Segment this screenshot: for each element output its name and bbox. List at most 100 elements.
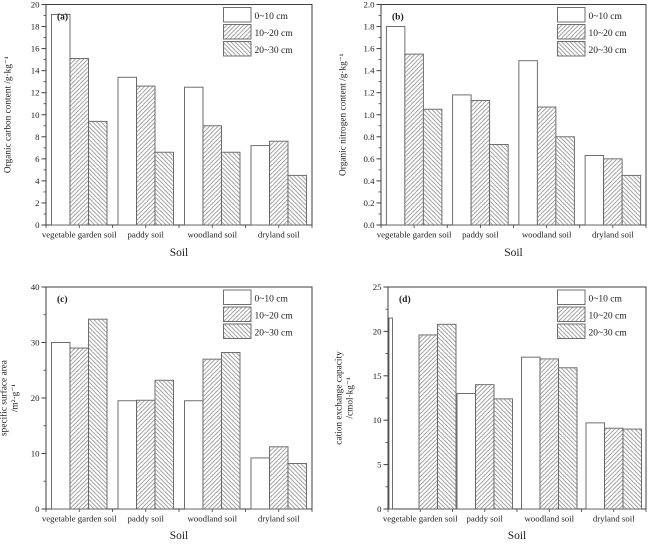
category-label: paddy soil — [128, 230, 165, 240]
category-label: paddy soil — [467, 514, 504, 524]
y-axis-tick-label: 10 — [373, 415, 382, 425]
bar-hatch — [70, 59, 88, 225]
category-label: woodland soil — [187, 514, 237, 524]
bar-hatch — [490, 145, 508, 225]
y-axis-tick-label: 6 — [35, 154, 40, 164]
panel-a-organic-carbon-chart: 0 2 4 6 8 10 12 14 16 18 20 vegetable garden soil pa… — [4, 0, 313, 259]
y-axis-tick-label: 16 — [31, 44, 40, 54]
bar-hatch — [540, 359, 558, 509]
legend-label: 0~10 cm — [255, 12, 289, 22]
y-axis-tick-label: 0.4 — [364, 176, 376, 186]
panel-b-organic-nitrogen-chart: 0.0 0.2 0.4 0.6 0.8 1.0 1.2 1.4 1.6 1.8 2.0 vegetab… — [339, 0, 647, 259]
panel-letter: (b) — [392, 12, 404, 23]
y-axis-tick-label: 5 — [377, 460, 382, 470]
category-label: vegetable garden soil — [42, 514, 117, 524]
bar-hatch — [137, 400, 155, 509]
panel-letter: (d) — [399, 294, 411, 305]
y-axis-tick-label: 12 — [31, 88, 40, 98]
y-axis-tick-label: 8 — [35, 132, 40, 142]
bar — [184, 86, 204, 226]
bar — [117, 76, 137, 226]
bar — [117, 400, 137, 510]
y-axis-title: Organic carbon content /g·kg⁻¹ — [4, 56, 14, 173]
category-label: woodland soil — [522, 230, 572, 240]
bar-hatch — [559, 368, 577, 509]
legend-label: 0~10 cm — [589, 295, 623, 305]
y-axis-tick-label: 10 — [31, 110, 40, 120]
y-axis-tick-label: 1.8 — [364, 22, 376, 32]
y-axis-tick-label: 1.6 — [364, 44, 376, 54]
bar-hatch — [476, 385, 494, 509]
bar-hatch — [203, 359, 221, 509]
bar-hatch — [155, 152, 173, 225]
y-axis-tick-label: 25 — [373, 282, 382, 292]
y-axis-tick-label: 1.0 — [364, 110, 376, 120]
bar-hatch — [270, 141, 288, 225]
panel-letter: (c) — [57, 294, 68, 305]
bar-hatch — [605, 428, 623, 509]
legend-swatch-hatch — [224, 324, 251, 338]
category-label: woodland soil — [187, 230, 237, 240]
y-axis-title: /cmol·kg⁻¹ — [346, 377, 356, 418]
bar-hatch — [438, 324, 456, 509]
legend-swatch — [557, 7, 586, 23]
bar-hatch — [622, 175, 641, 225]
category-label: dryland soil — [593, 514, 635, 524]
category-label: woodland soil — [524, 514, 574, 524]
legend-swatch-hatch — [558, 307, 585, 321]
y-axis-tick-label: 20 — [31, 393, 40, 403]
bar-hatch — [70, 348, 88, 509]
legend-swatch — [223, 289, 252, 305]
y-axis-tick-label: 0 — [377, 504, 382, 514]
bar — [388, 317, 393, 510]
y-axis-tick-label: 30 — [31, 338, 40, 348]
legend-label: 20~30 cm — [589, 46, 628, 56]
bar-hatch — [604, 159, 622, 225]
category-label: dryland soil — [258, 514, 300, 524]
bar — [51, 342, 71, 510]
y-axis-title: Organic nitrogen content /g·kg⁻¹ — [339, 53, 349, 176]
y-axis-title: /m²·g⁻¹ — [11, 384, 21, 412]
bar-hatch — [203, 126, 221, 225]
bar-hatch — [556, 137, 574, 225]
bar — [456, 393, 476, 510]
y-axis-tick-label: 0.0 — [364, 220, 376, 230]
bar-hatch — [288, 175, 306, 225]
bar — [51, 13, 71, 226]
bar-hatch — [137, 86, 155, 225]
y-axis-tick-label: 1.2 — [364, 88, 375, 98]
bar — [250, 457, 270, 510]
y-axis-tick-label: 1.4 — [364, 66, 376, 76]
legend-swatch-hatch — [558, 25, 585, 39]
bar-hatch — [623, 429, 641, 509]
y-axis-tick-label: 2.0 — [364, 0, 376, 10]
y-axis-tick-label: 20 — [31, 0, 40, 10]
legend-swatch-hatch — [224, 25, 251, 39]
legend-swatch — [223, 7, 252, 23]
bar-hatch — [89, 121, 107, 225]
y-axis-tick-label: 0 — [35, 220, 40, 230]
y-axis-tick-label: 0.2 — [364, 198, 375, 208]
category-label: vegetable garden soil — [383, 514, 458, 524]
bar — [518, 60, 538, 226]
x-axis-title: Soil — [508, 530, 527, 542]
bar-hatch — [89, 319, 107, 509]
legend-swatch-hatch — [558, 324, 585, 338]
bar — [584, 155, 605, 226]
bar-hatch — [419, 335, 437, 509]
bar — [184, 400, 204, 510]
y-axis-tick-label: 18 — [31, 22, 40, 32]
category-label: paddy soil — [462, 230, 499, 240]
x-axis-title: Soil — [170, 247, 189, 259]
legend-swatch — [557, 289, 586, 305]
category-label: dryland soil — [258, 230, 300, 240]
bar-hatch — [423, 109, 442, 225]
bar-hatch — [537, 107, 556, 225]
bar — [585, 422, 605, 510]
y-axis-tick-label: 20 — [373, 326, 382, 336]
panel-c-specific-surface-area-chart: 0 10 20 30 40 vegetable garden soil paddy soil… — [0, 282, 313, 542]
bar — [385, 26, 406, 226]
legend-label: 0~10 cm — [589, 12, 623, 22]
category-label: dryland soil — [592, 230, 634, 240]
y-axis-tick-label: 0.8 — [364, 132, 376, 142]
